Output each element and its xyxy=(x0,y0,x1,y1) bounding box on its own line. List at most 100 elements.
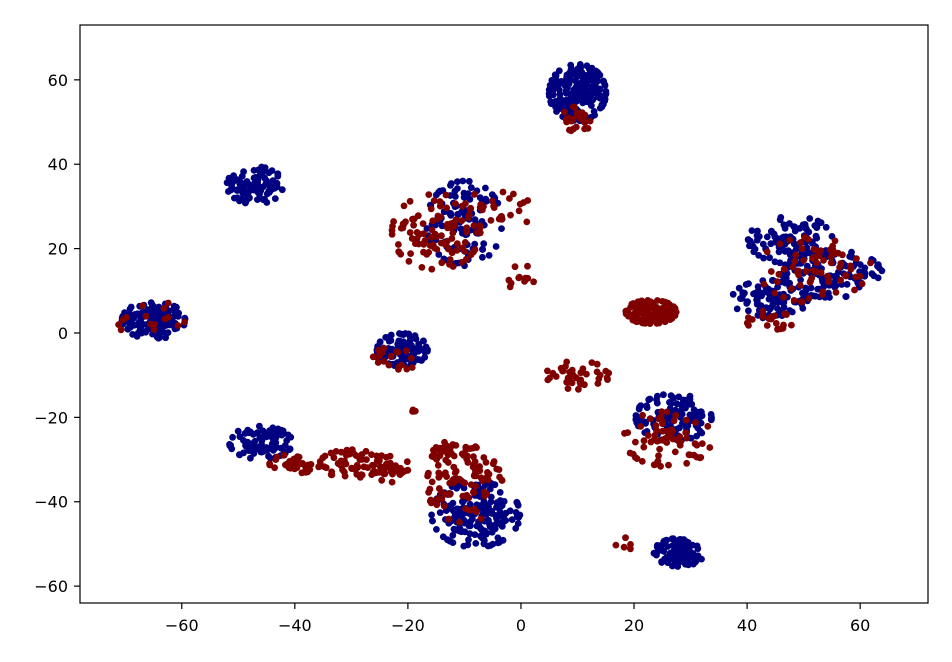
scatter-point xyxy=(240,437,247,444)
scatter-point xyxy=(472,540,480,547)
scatter-point xyxy=(451,513,458,521)
scatter-point xyxy=(681,555,689,563)
scatter-point xyxy=(394,340,402,348)
scatter-point xyxy=(409,406,417,414)
scatter-point xyxy=(583,370,590,378)
scatter-point xyxy=(117,326,125,334)
scatter-point xyxy=(261,195,268,203)
scatter-point xyxy=(482,184,489,192)
scatter-point xyxy=(837,260,845,267)
scatter-point xyxy=(666,399,673,406)
scatter-point xyxy=(236,197,243,205)
scatter-point xyxy=(679,548,687,555)
scatter-point xyxy=(272,435,279,442)
scatter-point xyxy=(596,91,603,99)
plot-frame xyxy=(79,24,929,604)
scatter-point xyxy=(435,213,443,221)
scatter-point xyxy=(515,513,523,521)
scatter-point xyxy=(605,369,613,377)
scatter-point xyxy=(142,312,150,320)
scatter-point xyxy=(487,493,495,501)
scatter-point xyxy=(656,445,663,453)
scatter-point xyxy=(676,441,684,449)
scatter-point xyxy=(471,190,478,198)
scatter-point xyxy=(663,408,671,416)
scatter-point xyxy=(465,536,472,544)
scatter-point xyxy=(231,194,238,202)
scatter-point xyxy=(590,108,598,115)
scatter-point xyxy=(777,214,785,221)
scatter-point xyxy=(444,451,452,459)
scatter-point xyxy=(786,236,793,244)
scatter-point xyxy=(570,372,578,380)
scatter-point xyxy=(827,259,835,267)
scatter-point xyxy=(389,470,396,478)
scatter-point xyxy=(627,541,634,548)
scatter-point xyxy=(669,435,677,443)
scatter-point xyxy=(428,226,436,234)
scatter-point xyxy=(706,444,714,451)
scatter-point xyxy=(406,229,414,236)
scatter-point xyxy=(256,190,263,198)
scatter-point xyxy=(639,411,646,419)
scatter-point xyxy=(465,214,472,221)
scatter-point xyxy=(415,340,423,348)
scatter-point xyxy=(254,196,261,204)
scatter-point xyxy=(562,89,570,97)
scatter-point xyxy=(428,233,435,241)
scatter-point xyxy=(766,254,773,262)
scatter-point xyxy=(479,245,486,253)
scatter-point xyxy=(733,305,741,313)
scatter-point xyxy=(465,177,473,185)
scatter-point xyxy=(781,224,789,232)
scatter-point xyxy=(612,541,620,549)
scatter-point xyxy=(477,201,485,208)
scatter-point xyxy=(445,223,452,230)
scatter-point xyxy=(767,268,775,275)
scatter-point xyxy=(368,451,375,458)
scatter-point xyxy=(477,515,485,523)
scatter-point xyxy=(424,470,432,478)
scatter-point xyxy=(441,438,448,446)
scatter-point xyxy=(443,237,451,245)
scatter-point xyxy=(646,316,654,324)
scatter-point xyxy=(670,547,678,554)
scatter-point xyxy=(652,422,660,429)
scatter-point xyxy=(511,263,519,271)
scatter-point xyxy=(429,517,436,525)
scatter-point xyxy=(564,114,572,122)
scatter-point xyxy=(685,401,692,408)
scatter-point xyxy=(400,202,408,210)
scatter-point xyxy=(796,239,804,247)
scatter-point xyxy=(637,297,645,305)
scatter-point xyxy=(498,225,505,233)
scatter-point xyxy=(505,276,513,284)
scatter-point xyxy=(493,465,501,473)
scatter-point xyxy=(341,468,348,476)
x-axis: −60 −40 −20 0 20 40 60 xyxy=(165,603,870,635)
scatter-point xyxy=(566,126,573,134)
y-tick-label: 40 xyxy=(48,155,68,174)
scatter-point xyxy=(395,467,403,475)
scatter-point xyxy=(127,303,135,311)
scatter-point xyxy=(780,293,787,301)
scatter-point xyxy=(337,448,345,456)
scatter-point xyxy=(638,458,646,465)
scatter-point xyxy=(755,233,763,240)
scatter-point xyxy=(491,481,499,489)
scatter-point xyxy=(174,313,182,320)
scatter-point xyxy=(160,304,168,312)
scatter-point xyxy=(789,263,797,271)
scatter-point xyxy=(671,312,679,319)
scatter-point xyxy=(561,108,568,116)
scatter-point xyxy=(563,378,571,386)
scatter-point xyxy=(493,503,500,511)
scatter-point xyxy=(488,528,496,536)
scatter-point xyxy=(637,423,645,430)
scatter-point xyxy=(831,272,839,280)
scatter-point xyxy=(258,441,265,448)
scatter-point xyxy=(357,471,365,479)
scatter-point xyxy=(460,484,468,492)
scatter-point xyxy=(385,361,393,369)
scatter-point xyxy=(133,333,141,340)
